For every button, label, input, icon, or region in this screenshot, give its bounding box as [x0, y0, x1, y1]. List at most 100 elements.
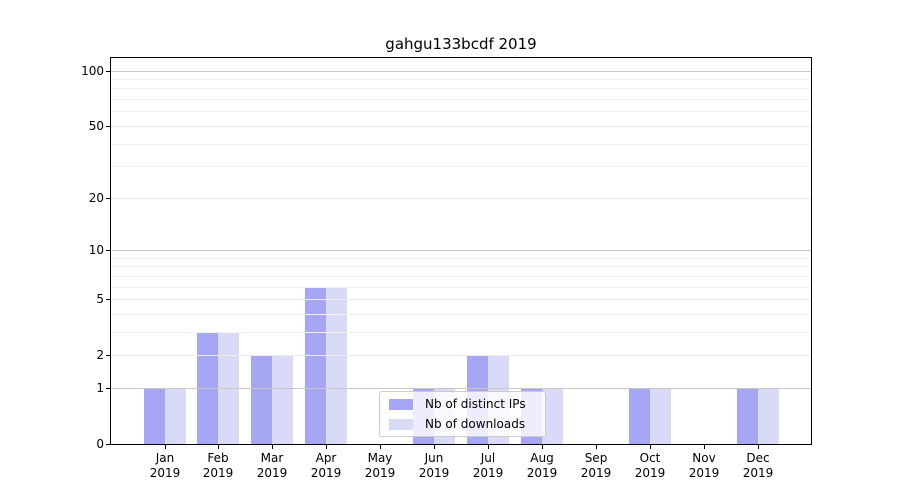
x-tick-year: 2019 — [742, 466, 774, 480]
legend-entry-distinct-ips: Nb of distinct IPs — [389, 397, 545, 411]
x-tick-month: Jan — [155, 451, 175, 465]
x-tick-month: Jul — [480, 451, 496, 465]
x-tick-label-may: May 2019 — [350, 451, 410, 481]
y-tick-50 — [106, 126, 110, 127]
x-tick-year: 2019 — [472, 466, 504, 480]
x-tick-jan — [165, 445, 166, 449]
x-tick-month: Nov — [692, 451, 716, 465]
x-tick-label-jun: Jun 2019 — [404, 451, 464, 481]
x-tick-dec — [758, 445, 759, 449]
y-tick-20 — [106, 198, 110, 199]
x-tick-month: Mar — [260, 451, 284, 465]
minor-gridline-y-6 — [111, 287, 811, 288]
x-tick-label-mar: Mar 2019 — [242, 451, 302, 481]
y-tick-label-5: 5 — [96, 292, 104, 306]
bar-nb-of-downloads-dec — [758, 388, 779, 444]
minor-gridline-y-40 — [111, 144, 811, 145]
x-tick-sep — [596, 445, 597, 449]
x-tick-label-feb: Feb 2019 — [188, 451, 248, 481]
x-tick-label-oct: Oct 2019 — [620, 451, 680, 481]
x-tick-label-aug: Aug 2019 — [512, 451, 572, 481]
minor-gridline-y-7 — [111, 276, 811, 277]
y-tick-label-50: 50 — [88, 119, 104, 133]
x-tick-label-apr: Apr 2019 — [296, 451, 356, 481]
x-tick-month: Oct — [639, 451, 661, 465]
minor-gridline-y-80 — [111, 88, 811, 89]
gridline-y-10 — [111, 250, 811, 251]
gridline-y-100 — [111, 71, 811, 72]
bar-nb-of-distinct-ips-mar — [251, 355, 272, 444]
legend: Nb of distinct IPs Nb of downloads — [379, 391, 546, 437]
x-tick-year: 2019 — [364, 466, 396, 480]
x-tick-year: 2019 — [634, 466, 666, 480]
minor-gridline-y-8 — [111, 266, 811, 267]
minor-gridline-y-60 — [111, 111, 811, 112]
y-tick-10 — [106, 250, 110, 251]
legend-swatch-downloads — [389, 418, 413, 430]
minor-gridline-y-30 — [111, 166, 811, 167]
legend-label-downloads: Nb of downloads — [425, 417, 526, 431]
x-tick-year: 2019 — [310, 466, 342, 480]
minor-gridline-y-9 — [111, 258, 811, 259]
gridline-y-1 — [111, 388, 811, 389]
minor-gridline-y-4 — [111, 314, 811, 315]
y-tick-label-1: 1 — [96, 381, 104, 395]
y-tick-5 — [106, 299, 110, 300]
x-tick-aug — [542, 445, 543, 449]
x-tick-month: May — [367, 451, 393, 465]
legend-label-distinct-ips: Nb of distinct IPs — [425, 397, 526, 411]
bar-nb-of-downloads-mar — [272, 355, 293, 444]
y-tick-2 — [106, 355, 110, 356]
y-tick-100 — [106, 71, 110, 72]
bar-nb-of-downloads-apr — [326, 287, 347, 444]
bar-nb-of-distinct-ips-dec — [737, 388, 758, 444]
gridline-y-50 — [111, 126, 811, 127]
x-tick-year: 2019 — [418, 466, 450, 480]
y-tick-0 — [106, 444, 110, 445]
x-tick-may — [380, 445, 381, 449]
x-tick-label-nov: Nov 2019 — [674, 451, 734, 481]
bar-nb-of-downloads-jan — [165, 388, 186, 444]
bar-nb-of-distinct-ips-jan — [144, 388, 165, 444]
bar-nb-of-downloads-oct — [650, 388, 671, 444]
x-tick-year: 2019 — [256, 466, 288, 480]
y-tick-label-2: 2 — [96, 348, 104, 362]
x-tick-apr — [326, 445, 327, 449]
x-tick-label-dec: Dec 2019 — [728, 451, 788, 481]
x-tick-oct — [650, 445, 651, 449]
y-tick-label-10: 10 — [88, 243, 104, 257]
x-tick-year: 2019 — [688, 466, 720, 480]
y-tick-1 — [106, 388, 110, 389]
minor-gridline-y-90 — [111, 79, 811, 80]
x-tick-label-jul: Jul 2019 — [458, 451, 518, 481]
x-tick-year: 2019 — [580, 466, 612, 480]
x-tick-month: Dec — [746, 451, 770, 465]
x-tick-month: Sep — [584, 451, 608, 465]
minor-gridline-y-3 — [111, 332, 811, 333]
x-tick-jun — [434, 445, 435, 449]
x-tick-month: Jun — [424, 451, 444, 465]
x-tick-jul — [488, 445, 489, 449]
minor-gridline-y-70 — [111, 99, 811, 100]
x-tick-month: Aug — [530, 451, 554, 465]
x-tick-mar — [272, 445, 273, 449]
x-tick-nov — [704, 445, 705, 449]
chart-title: gahgu133bcdf 2019 — [385, 35, 537, 53]
bar-nb-of-distinct-ips-apr — [305, 287, 326, 444]
x-tick-label-jan: Jan 2019 — [135, 451, 195, 481]
x-tick-year: 2019 — [526, 466, 558, 480]
legend-entry-downloads: Nb of downloads — [389, 417, 545, 431]
bar-nb-of-downloads-aug — [542, 388, 563, 444]
x-tick-year: 2019 — [202, 466, 234, 480]
y-tick-label-100: 100 — [81, 64, 104, 78]
legend-swatch-distinct-ips — [389, 398, 413, 410]
x-tick-month: Feb — [207, 451, 229, 465]
bar-nb-of-distinct-ips-oct — [629, 388, 650, 444]
x-tick-month: Apr — [315, 451, 337, 465]
x-tick-label-sep: Sep 2019 — [566, 451, 626, 481]
y-tick-label-0: 0 — [96, 437, 104, 451]
gridline-y-2 — [111, 355, 811, 356]
gridline-y-20 — [111, 198, 811, 199]
gridline-y-5 — [111, 299, 811, 300]
